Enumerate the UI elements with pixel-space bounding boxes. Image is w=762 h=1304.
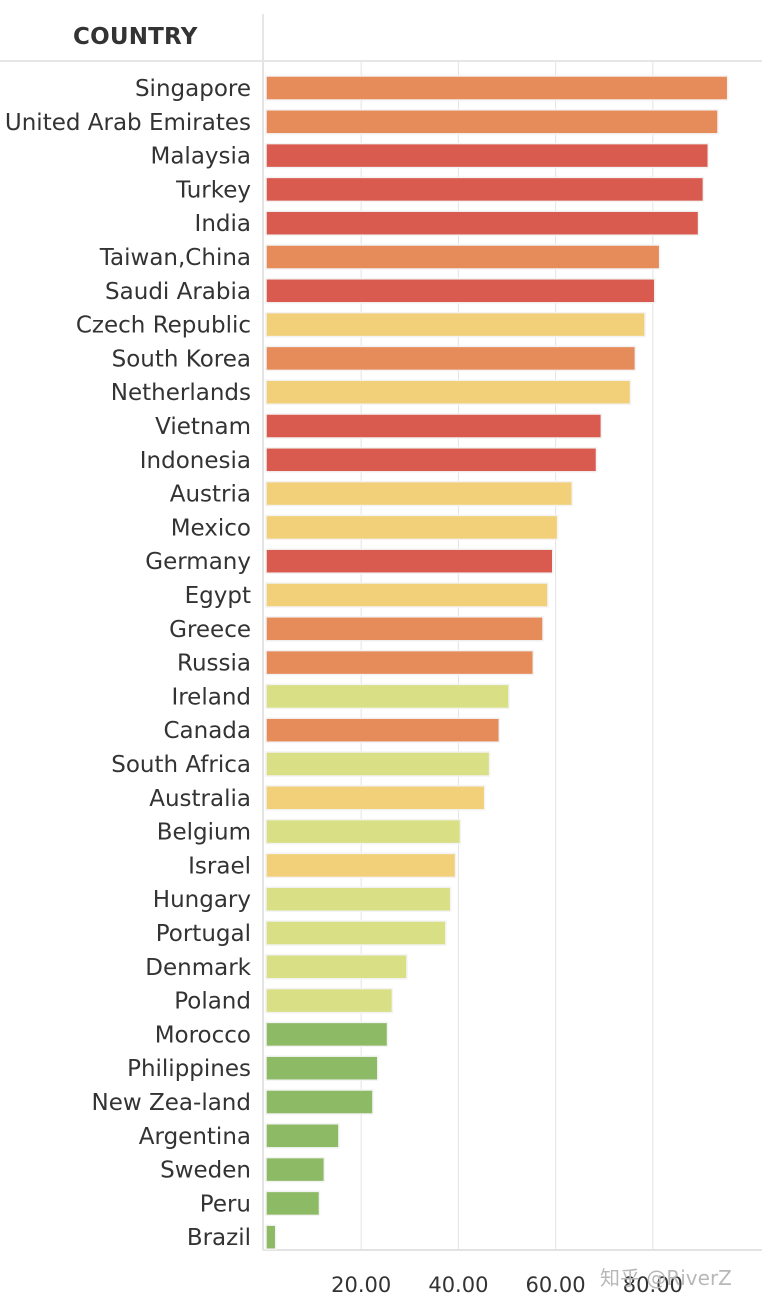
bar[interactable] (265, 818, 462, 845)
category-label: Netherlands (111, 380, 251, 406)
bar[interactable] (265, 785, 486, 811)
category-label: Indonesia (140, 448, 251, 474)
x-tick-label: 20.00 (331, 1273, 391, 1297)
bar[interactable] (265, 649, 535, 676)
category-label: Greece (169, 617, 251, 643)
bar[interactable] (265, 311, 646, 338)
chart-header: COUNTRY (0, 0, 762, 62)
x-tick-label: 80.00 (623, 1273, 683, 1297)
category-label: Vietnam (155, 414, 251, 440)
bar[interactable] (265, 379, 632, 405)
bar[interactable] (265, 514, 559, 541)
bar[interactable] (265, 683, 510, 710)
category-label: Philippines (127, 1056, 251, 1082)
bar[interactable] (265, 1021, 389, 1048)
bar[interactable] (265, 278, 656, 304)
bar[interactable] (265, 109, 719, 135)
bar[interactable] (265, 210, 700, 236)
category-label: Malaysia (150, 144, 251, 170)
category-label: United Arab Emirates (5, 110, 251, 136)
category-label: New Zea-land (92, 1090, 251, 1116)
bar[interactable] (265, 75, 729, 101)
category-label: Hungary (153, 887, 251, 913)
bar[interactable] (265, 345, 637, 372)
category-label: Mexico (171, 515, 251, 541)
bar[interactable] (265, 1123, 340, 1149)
category-label: Canada (163, 718, 251, 744)
bar[interactable] (265, 717, 501, 743)
bar[interactable] (265, 1224, 277, 1250)
category-label: Poland (174, 989, 251, 1015)
category-label: Israel (188, 853, 251, 879)
bar[interactable] (265, 886, 452, 912)
watermark: 知乎 @RiverZ (600, 1266, 732, 1290)
category-label: Czech Republic (76, 313, 251, 339)
category-label: South Korea (112, 346, 251, 372)
bar[interactable] (265, 176, 705, 203)
category-label: Sweden (160, 1158, 251, 1184)
category-label: South Africa (111, 752, 251, 778)
category-label: Belgium (157, 820, 251, 846)
bar[interactable] (265, 616, 544, 642)
category-label: Australia (149, 786, 251, 812)
bar[interactable] (265, 920, 447, 946)
category-label: Peru (200, 1191, 251, 1217)
category-label: Morocco (155, 1022, 251, 1048)
bar[interactable] (265, 852, 457, 879)
bar-chart: Singapore United Arab Emirates Malaysia Tur… (5, 62, 762, 1297)
bar[interactable] (265, 1055, 379, 1081)
category-label: Brazil (187, 1225, 251, 1251)
bar[interactable] (265, 413, 603, 439)
category-label: Turkey (175, 177, 251, 203)
bar[interactable] (265, 954, 408, 980)
bar[interactable] (265, 244, 661, 270)
category-label: Egypt (185, 583, 251, 609)
category-label: Portugal (156, 921, 251, 947)
category-label: Ireland (171, 684, 251, 710)
category-label: Saudi Arabia (105, 279, 251, 305)
category-label: Denmark (145, 955, 251, 981)
bar[interactable] (265, 582, 549, 608)
bar[interactable] (265, 142, 710, 169)
category-label: Argentina (139, 1124, 251, 1150)
x-tick-label: 60.00 (526, 1273, 586, 1297)
category-label: Taiwan,China (99, 245, 251, 271)
category-label: Austria (170, 482, 251, 508)
bar[interactable] (265, 447, 598, 473)
bar[interactable] (265, 1089, 374, 1115)
column-title-country[interactable]: COUNTRY (73, 24, 198, 50)
bar[interactable] (265, 987, 394, 1014)
bar[interactable] (265, 1190, 321, 1217)
bar[interactable] (265, 480, 573, 507)
category-label: Russia (177, 651, 251, 677)
category-label: India (195, 211, 251, 237)
header-divider (262, 14, 264, 62)
bar[interactable] (265, 548, 554, 574)
bar[interactable] (265, 1156, 326, 1183)
category-label: Germany (145, 549, 251, 575)
bar[interactable] (265, 751, 491, 777)
x-tick-label: 40.00 (428, 1273, 488, 1297)
category-label: Singapore (135, 76, 251, 102)
